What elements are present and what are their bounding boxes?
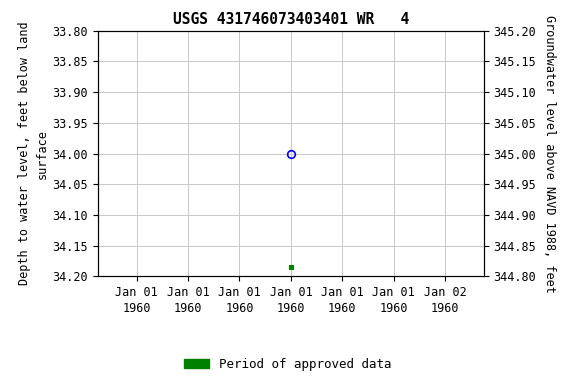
Y-axis label: Depth to water level, feet below land
surface: Depth to water level, feet below land su… — [18, 22, 48, 285]
Legend: Period of approved data: Period of approved data — [179, 353, 397, 376]
Y-axis label: Groundwater level above NAVD 1988, feet: Groundwater level above NAVD 1988, feet — [543, 15, 556, 293]
Title: USGS 431746073403401 WR   4: USGS 431746073403401 WR 4 — [173, 12, 409, 27]
